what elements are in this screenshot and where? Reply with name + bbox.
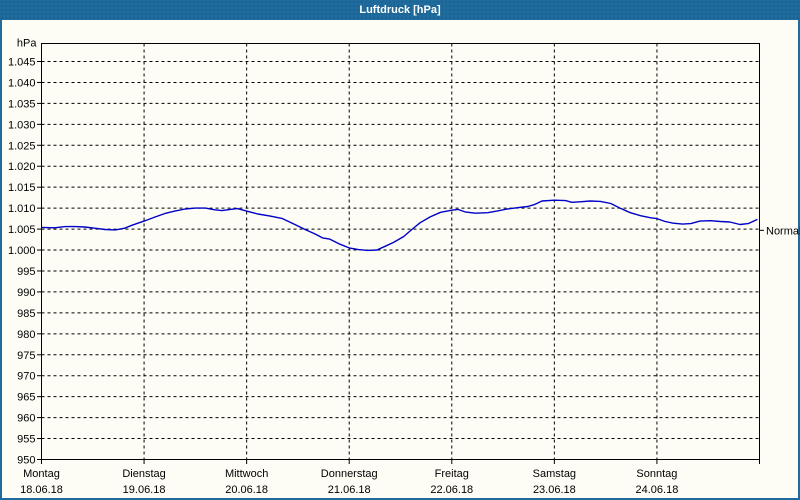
y-tick-label: 975 bbox=[17, 350, 35, 362]
plot-frame bbox=[41, 43, 760, 460]
y-tick-label: 960 bbox=[17, 413, 35, 425]
y-tick-label: 1.040 bbox=[8, 77, 36, 89]
y-unit-label: hPa bbox=[17, 38, 37, 50]
x-day-label: Samstag bbox=[533, 468, 576, 480]
y-tick-label: 980 bbox=[17, 329, 35, 341]
x-date-label: 20.06.18 bbox=[225, 484, 268, 496]
y-tick-label: 955 bbox=[17, 434, 35, 446]
x-date-label: 21.06.18 bbox=[328, 484, 371, 496]
chart-panel bbox=[2, 20, 798, 498]
window-title-bar: Luftdruck [hPa] bbox=[0, 0, 800, 20]
normal-label: Normal bbox=[766, 225, 800, 237]
y-tick-label: 985 bbox=[17, 308, 35, 320]
y-tick-label: 1.045 bbox=[8, 57, 36, 69]
y-tick-label: 1.030 bbox=[8, 119, 36, 131]
y-tick-label: 1.010 bbox=[8, 203, 36, 215]
y-tick-label: 990 bbox=[17, 287, 35, 299]
x-day-label: Montag bbox=[23, 468, 60, 480]
y-tick-label: 1.025 bbox=[8, 140, 36, 152]
pressure-line bbox=[41, 199, 758, 252]
x-date-label: 23.06.18 bbox=[533, 484, 576, 496]
y-tick-label: 995 bbox=[17, 266, 35, 278]
x-day-label: Donnerstag bbox=[321, 468, 378, 480]
y-tick-label: 1.020 bbox=[8, 161, 36, 173]
x-day-label: Sonntag bbox=[636, 468, 677, 480]
x-day-label: Freitag bbox=[435, 468, 469, 480]
window-title: Luftdruck [hPa] bbox=[359, 4, 441, 16]
y-tick-label: 1.000 bbox=[8, 245, 36, 257]
y-tick-label: 1.015 bbox=[8, 182, 36, 194]
y-tick-label: 1.035 bbox=[8, 98, 36, 110]
y-tick-label: 1.005 bbox=[8, 224, 36, 236]
x-date-label: 22.06.18 bbox=[430, 484, 473, 496]
y-tick-label: 970 bbox=[17, 371, 35, 383]
x-date-label: 24.06.18 bbox=[636, 484, 679, 496]
x-date-label: 18.06.18 bbox=[20, 484, 63, 496]
x-date-label: 19.06.18 bbox=[123, 484, 166, 496]
x-day-label: Mittwoch bbox=[225, 468, 268, 480]
y-tick-label: 965 bbox=[17, 392, 35, 404]
y-tick-label: 950 bbox=[17, 455, 35, 467]
x-day-label: Dienstag bbox=[122, 468, 165, 480]
